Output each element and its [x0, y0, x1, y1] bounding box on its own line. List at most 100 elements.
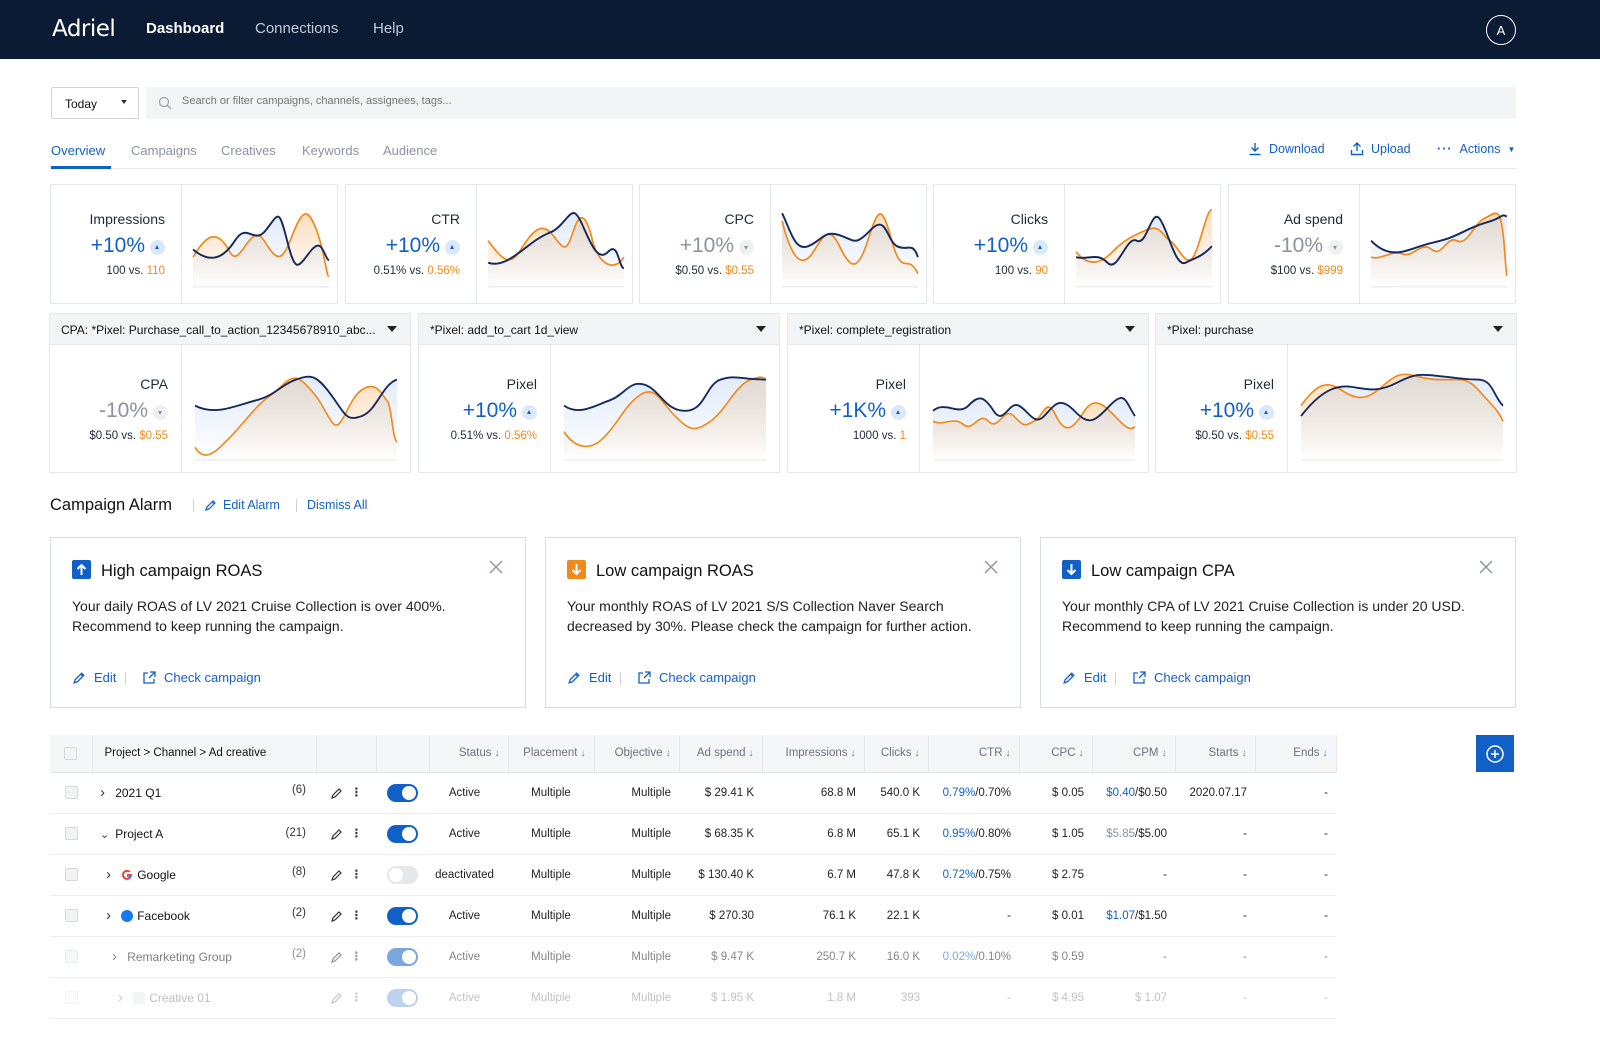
tab-campaigns[interactable]: Campaigns	[131, 143, 197, 158]
column-header-name[interactable]: Project > Channel > Ad creative	[92, 735, 317, 773]
column-header-status[interactable]: Status ↓	[429, 735, 509, 773]
pencil-icon[interactable]	[330, 828, 343, 841]
row-checkbox[interactable]	[50, 895, 92, 937]
chevron-right-icon[interactable]: ›	[118, 989, 123, 1006]
more-vertical-icon[interactable]: ⋮	[350, 951, 363, 964]
column-header-clicks[interactable]: Clicks ↓	[864, 735, 929, 773]
pencil-icon[interactable]	[330, 951, 343, 964]
column-header-ends[interactable]: Ends ↓	[1255, 735, 1337, 773]
pixel-event-select[interactable]: *Pixel: complete_registration	[788, 314, 1148, 345]
user-avatar[interactable]: A	[1486, 15, 1516, 45]
row-checkbox[interactable]	[50, 813, 92, 855]
column-header-placement[interactable]: Placement ↓	[508, 735, 595, 773]
tab-creatives[interactable]: Creatives	[221, 143, 276, 158]
table-row[interactable]: › Creative 01 ⋮ Active Multiple Multiple…	[50, 977, 1336, 1019]
row-name-cell[interactable]: › 2021 Q1 (6)	[92, 772, 316, 814]
search-input[interactable]	[182, 95, 1082, 107]
pencil-icon[interactable]	[330, 910, 343, 923]
pixel-card[interactable]: CPA: *Pixel: Purchase_call_to_action_123…	[49, 313, 411, 473]
more-vertical-icon[interactable]: ⋮	[350, 992, 363, 1005]
pixel-card[interactable]: *Pixel: add_to_cart 1d_view Pixel +10% 0…	[418, 313, 780, 473]
column-header-starts[interactable]: Starts ↓	[1175, 735, 1256, 773]
actions-menu-button[interactable]: ··· Actions ▼	[1437, 142, 1515, 156]
metric-card-ad-spend[interactable]: Ad spend -10% $100 vs. $999	[1228, 184, 1516, 304]
table-row[interactable]: › 2021 Q1 (6) ⋮ Active Multiple Multiple…	[50, 772, 1336, 814]
row-checkbox[interactable]	[50, 854, 92, 896]
check-campaign-link[interactable]: Check campaign	[142, 670, 261, 685]
adriel-logo[interactable]: Adriel	[52, 16, 116, 42]
row-name-cell[interactable]: › Creative 01	[92, 977, 316, 1019]
add-column-button[interactable]	[1476, 735, 1514, 772]
status-toggle[interactable]	[387, 824, 418, 843]
pixel-event-select[interactable]: *Pixel: add_to_cart 1d_view	[419, 314, 779, 345]
pencil-icon[interactable]	[330, 992, 343, 1005]
edit-alarm-button[interactable]: Edit Alarm	[204, 498, 280, 512]
tab-keywords[interactable]: Keywords	[302, 143, 360, 158]
close-icon[interactable]	[489, 560, 503, 574]
more-vertical-icon[interactable]: ⋮	[350, 787, 363, 800]
nav-dashboard[interactable]: Dashboard	[146, 20, 225, 37]
chevron-right-icon[interactable]: ›	[112, 948, 117, 965]
status-toggle[interactable]	[387, 783, 418, 802]
nav-connections[interactable]: Connections	[255, 20, 339, 37]
pixel-event-select[interactable]: CPA: *Pixel: Purchase_call_to_action_123…	[50, 314, 410, 345]
column-header-ctr[interactable]: CTR ↓	[928, 735, 1020, 773]
chevron-down-icon[interactable]: ⌄	[100, 828, 110, 841]
status-toggle[interactable]	[387, 906, 418, 925]
more-vertical-icon[interactable]: ⋮	[350, 910, 363, 923]
more-vertical-icon[interactable]: ⋮	[350, 869, 363, 882]
search-bar[interactable]	[146, 87, 1516, 119]
column-header-cpc[interactable]: CPC ↓	[1019, 735, 1093, 773]
dismiss-all-button[interactable]: Dismiss All	[307, 498, 368, 512]
tab-overview[interactable]: Overview	[51, 143, 106, 158]
edit-alarm-card-button[interactable]: Edit	[567, 670, 611, 685]
row-name-cell[interactable]: › Google (8)	[92, 854, 316, 896]
pixel-card[interactable]: *Pixel: complete_registration Pixel +1K%…	[787, 313, 1149, 473]
sparkline-wrapper	[1369, 199, 1509, 294]
more-vertical-icon[interactable]: ⋮	[350, 828, 363, 841]
edit-alarm-card-button[interactable]: Edit	[72, 670, 116, 685]
nav-help[interactable]: Help	[373, 20, 404, 37]
row-name-cell[interactable]: › Remarketing Group (2)	[92, 936, 316, 978]
status-toggle[interactable]	[387, 865, 418, 884]
download-button[interactable]: Download	[1248, 142, 1325, 156]
row-name-cell[interactable]: › Facebook (2)	[92, 895, 316, 937]
metric-comparison: 100 vs. 110	[106, 265, 165, 277]
check-campaign-link[interactable]: Check campaign	[637, 670, 756, 685]
column-header-impressions[interactable]: Impressions ↓	[762, 735, 865, 773]
pixel-card[interactable]: *Pixel: purchase Pixel +10% $0.50 vs. $0…	[1155, 313, 1517, 473]
metric-card-impressions[interactable]: Impressions +10% 100 vs. 110	[50, 184, 338, 304]
pencil-icon[interactable]	[330, 787, 343, 800]
edit-alarm-card-button[interactable]: Edit	[1062, 670, 1106, 685]
table-row[interactable]: › Facebook (2) ⋮ Active Multiple Multipl…	[50, 895, 1336, 937]
status-toggle[interactable]	[387, 988, 418, 1007]
chevron-right-icon[interactable]: ›	[106, 907, 111, 924]
metric-card-ctr[interactable]: CTR +10% 0.51% vs. 0.56%	[345, 184, 633, 304]
chevron-right-icon[interactable]: ›	[106, 866, 111, 883]
pencil-icon[interactable]	[330, 869, 343, 882]
metric-card-cpc[interactable]: CPC +10% $0.50 vs. $0.55	[639, 184, 927, 304]
pixel-event-select[interactable]: *Pixel: purchase	[1156, 314, 1516, 345]
table-row[interactable]: › Remarketing Group (2) ⋮ Active Multipl…	[50, 936, 1336, 978]
upload-button[interactable]: Upload	[1350, 142, 1411, 156]
close-icon[interactable]	[984, 560, 998, 574]
table-row[interactable]: ⌄ Project A (21) ⋮ Active Multiple Multi…	[50, 813, 1336, 855]
column-header-objective[interactable]: Objective ↓	[594, 735, 680, 773]
status-toggle[interactable]	[387, 947, 418, 966]
column-header-cpm[interactable]: CPM ↓	[1092, 735, 1176, 773]
check-campaign-link[interactable]: Check campaign	[1132, 670, 1251, 685]
row-checkbox[interactable]	[50, 977, 92, 1019]
close-icon[interactable]	[1479, 560, 1493, 574]
sparkline-wrapper	[1074, 199, 1214, 294]
row-checkbox[interactable]	[50, 772, 92, 814]
date-range-select[interactable]: Today	[51, 87, 139, 119]
table-row[interactable]: › Google (8) ⋮ deactivated Multiple Mult…	[50, 854, 1336, 896]
tab-audience[interactable]: Audience	[383, 143, 438, 158]
select-all-checkbox[interactable]	[50, 735, 93, 773]
status-cell: Active	[429, 813, 508, 855]
chevron-right-icon[interactable]: ›	[100, 784, 105, 801]
column-header-ad-spend[interactable]: Ad spend ↓	[679, 735, 763, 773]
row-checkbox[interactable]	[50, 936, 92, 978]
row-name-cell[interactable]: ⌄ Project A (21)	[92, 813, 316, 855]
metric-card-clicks[interactable]: Clicks +10% 100 vs. 90	[933, 184, 1221, 304]
